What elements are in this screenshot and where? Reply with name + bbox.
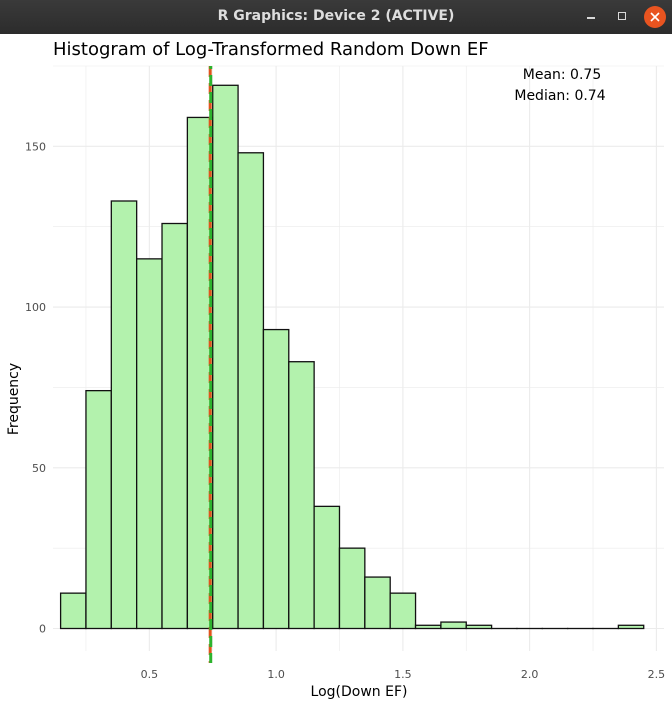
y-tick-label: 100 — [25, 301, 46, 314]
histogram-bar — [416, 625, 441, 628]
x-tick-label: 1.0 — [267, 668, 285, 681]
window-titlebar[interactable]: R Graphics: Device 2 (ACTIVE) — [0, 0, 672, 34]
histogram-bar — [390, 593, 415, 628]
histogram-bar — [137, 259, 162, 629]
histogram-bars — [61, 85, 644, 628]
x-tick-label: 2.5 — [648, 668, 666, 681]
x-tick-label: 0.5 — [141, 668, 159, 681]
histogram-bar — [86, 391, 111, 629]
histogram-bar — [289, 362, 314, 629]
histogram-bar — [618, 625, 643, 628]
window-title: R Graphics: Device 2 (ACTIVE) — [0, 8, 672, 24]
y-tick-label: 0 — [39, 623, 46, 636]
histogram-chart: 0.5 1.0 1.5 2.0 2.5 0 50 100 150 Histogram of Lo… — [0, 34, 672, 705]
median-annotation: Median: 0.74 — [514, 88, 605, 104]
x-tick-label: 1.5 — [394, 668, 412, 681]
histogram-bar — [111, 201, 136, 629]
maximize-icon[interactable] — [611, 6, 633, 28]
y-axis-label: Frequency — [6, 363, 22, 435]
histogram-bar — [466, 625, 491, 628]
histogram-bar — [213, 85, 238, 628]
histogram-bar — [339, 548, 364, 628]
plot-area: 0.5 1.0 1.5 2.0 2.5 0 50 100 150 Histogram of Lo… — [0, 34, 672, 705]
y-tick-label: 50 — [32, 462, 46, 475]
histogram-bar — [162, 224, 187, 629]
histogram-bar — [61, 593, 86, 628]
chart-title: Histogram of Log-Transformed Random Down… — [53, 39, 489, 60]
x-tick-label: 2.0 — [521, 668, 539, 681]
x-axis-label: Log(Down EF) — [311, 684, 408, 700]
histogram-bar — [441, 622, 466, 628]
mean-annotation: Mean: 0.75 — [523, 67, 601, 83]
close-icon[interactable] — [644, 6, 666, 28]
reference-lines — [210, 66, 211, 663]
y-tick-label: 150 — [25, 140, 46, 153]
histogram-bar — [238, 153, 263, 629]
minimize-icon[interactable] — [580, 6, 602, 28]
histogram-bar — [314, 506, 339, 628]
histogram-bar — [263, 330, 288, 629]
histogram-bar — [365, 577, 390, 628]
